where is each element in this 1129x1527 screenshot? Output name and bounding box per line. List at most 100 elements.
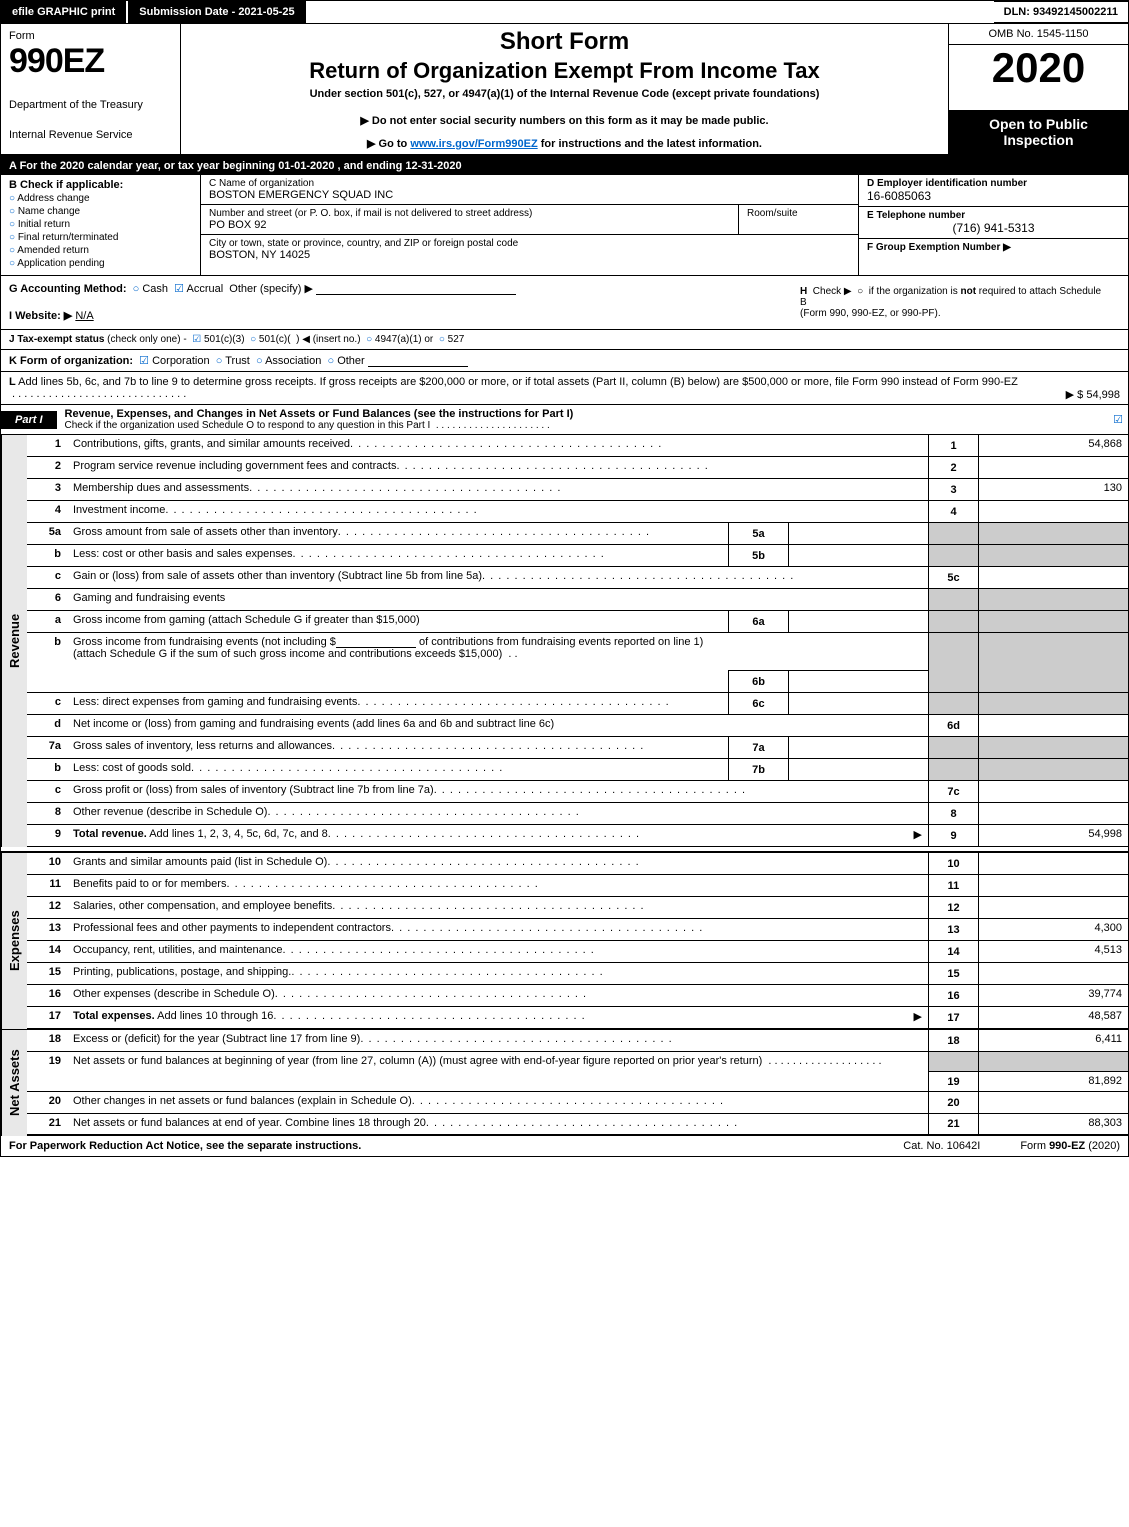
row-11: 11 Benefits paid to or for members 11 [27, 875, 1128, 897]
section-d-e-f: D Employer identification number 16-6085… [858, 175, 1128, 275]
k-trust[interactable]: Trust [216, 355, 250, 367]
address-label: Number and street (or P. O. box, if mail… [209, 208, 730, 219]
group-exemption-label: F Group Exemption Number ▶ [867, 242, 1120, 253]
row-3-num: 3 [27, 479, 67, 500]
row-6-val-grey [978, 589, 1128, 610]
row-1: 1 Contributions, gifts, grants, and simi… [27, 435, 1128, 457]
footer-center: Cat. No. 10642I [863, 1140, 1020, 1152]
row-5c-val [978, 567, 1128, 588]
expenses-section: Expenses 10 Grants and similar amounts p… [1, 853, 1128, 1029]
row-6a-val-grey [978, 611, 1128, 632]
g-other-blank[interactable] [316, 283, 516, 295]
row-7b-num: b [27, 759, 67, 780]
chk-address-change[interactable]: Address change [9, 193, 192, 204]
form-number: 990EZ [9, 42, 172, 81]
g-accrual[interactable]: Accrual [174, 283, 223, 295]
chk-final-return[interactable]: Final return/terminated [9, 232, 192, 243]
row-6b-desc: Gross income from fundraising events (no… [67, 633, 728, 692]
net-assets-rows: 18 Excess or (deficit) for the year (Sub… [27, 1030, 1128, 1136]
section-b-header: B Check if applicable: [9, 179, 192, 191]
row-18-val: 6,411 [978, 1030, 1128, 1051]
k-corporation[interactable]: Corporation [139, 355, 209, 367]
row-6-num: 6 [27, 589, 67, 610]
k-other[interactable]: Other [327, 355, 364, 367]
chk-name-change[interactable]: Name change [9, 206, 192, 217]
row-21-ln: 21 [928, 1114, 978, 1134]
row-7a-ln-grey [928, 737, 978, 758]
row-6c-desc: Less: direct expenses from gaming and fu… [73, 696, 357, 711]
row-16-val: 39,774 [978, 985, 1128, 1006]
j-line: J Tax-exempt status (check only one) - ☑… [1, 330, 1128, 350]
row-3: 3 Membership dues and assessments 3 130 [27, 479, 1128, 501]
goto-link[interactable]: www.irs.gov/Form990EZ [410, 138, 537, 150]
org-name-value: BOSTON EMERGENCY SQUAD INC [209, 189, 850, 201]
row-6d-num: d [27, 715, 67, 736]
section-c: C Name of organization BOSTON EMERGENCY … [201, 175, 858, 275]
l-amount: ▶ $ 54,998 [1066, 388, 1120, 401]
row-7c-num: c [27, 781, 67, 802]
row-16: 16 Other expenses (describe in Schedule … [27, 985, 1128, 1007]
row-17-desc: Total expenses. Add lines 10 through 16 [73, 1010, 273, 1025]
k-association[interactable]: Association [256, 355, 321, 367]
row-2-val [978, 457, 1128, 478]
row-7b-sub: 7b [728, 759, 788, 780]
row-17-val: 48,587 [978, 1007, 1128, 1028]
row-6-desc: Gaming and fundraising events [67, 589, 928, 610]
chk-initial-return[interactable]: Initial return [9, 219, 192, 230]
l-line: L Add lines 5b, 6c, and 7b to line 9 to … [1, 372, 1128, 405]
row-15-num: 15 [27, 963, 67, 984]
omb-number: OMB No. 1545-1150 [949, 24, 1128, 45]
row-19-desc: Net assets or fund balances at beginning… [67, 1052, 928, 1091]
chk-application-pending[interactable]: Application pending [9, 258, 192, 269]
row-6c-ln-grey [928, 693, 978, 714]
row-2-ln: 2 [928, 457, 978, 478]
row-6b-subval [788, 670, 928, 692]
row-5b: b Less: cost or other basis and sales ex… [27, 545, 1128, 567]
g-other[interactable]: Other (specify) ▶ [229, 283, 313, 295]
h-check: H Check ▶ ○ if the organization is not r… [790, 282, 1120, 323]
row-7c-ln: 7c [928, 781, 978, 802]
row-10-num: 10 [27, 853, 67, 874]
tax-year-line: A For the 2020 calendar year, or tax yea… [1, 157, 1128, 175]
row-8-num: 8 [27, 803, 67, 824]
part1-checkbox[interactable]: ☑ [1108, 413, 1128, 426]
row-13-val: 4,300 [978, 919, 1128, 940]
revenue-side-label: Revenue [1, 435, 27, 847]
form-word: Form [9, 30, 172, 42]
part1-label: Part I [1, 411, 57, 429]
row-14-num: 14 [27, 941, 67, 962]
chk-amended-return[interactable]: Amended return [9, 245, 192, 256]
row-19-val: 81,892 [979, 1071, 1128, 1091]
row-9-ln: 9 [928, 825, 978, 846]
k-other-blank[interactable] [368, 355, 468, 367]
row-11-num: 11 [27, 875, 67, 896]
row-19-ln: 19 [929, 1071, 978, 1091]
entity-block: B Check if applicable: Address change Na… [1, 175, 1128, 276]
row-6c-sub: 6c [728, 693, 788, 714]
row-12-ln: 12 [928, 897, 978, 918]
i-value: N/A [75, 310, 93, 322]
g-cash[interactable]: Cash [133, 283, 168, 295]
row-5b-desc: Less: cost or other basis and sales expe… [73, 548, 293, 563]
open-to-public-inspection: Open to Public Inspection [949, 110, 1128, 154]
row-9-val: 54,998 [978, 825, 1128, 846]
row-4-ln: 4 [928, 501, 978, 522]
efile-print-button[interactable]: efile GRAPHIC print [1, 1, 126, 23]
footer-right: Form 990-EZ (2020) [1020, 1140, 1120, 1152]
row-15-val [978, 963, 1128, 984]
return-title: Return of Organization Exempt From Incom… [191, 58, 938, 84]
row-7b-val-grey [978, 759, 1128, 780]
row-16-ln: 16 [928, 985, 978, 1006]
dept-treasury: Department of the Treasury [9, 99, 172, 111]
ssn-note: ▶ Do not enter social security numbers o… [191, 114, 938, 127]
org-name-label: C Name of organization [209, 178, 850, 189]
ein-value: 16-6085063 [867, 189, 1120, 203]
row-6c-subval [788, 693, 928, 714]
row-14-ln: 14 [928, 941, 978, 962]
row-6d-val [978, 715, 1128, 736]
row-5b-sub: 5b [728, 545, 788, 566]
g-accounting: G Accounting Method: Cash Accrual Other … [9, 282, 790, 323]
row-7a-val-grey [978, 737, 1128, 758]
row-10-desc: Grants and similar amounts paid (list in… [73, 856, 327, 871]
row-6b: b Gross income from fundraising events (… [27, 633, 1128, 693]
